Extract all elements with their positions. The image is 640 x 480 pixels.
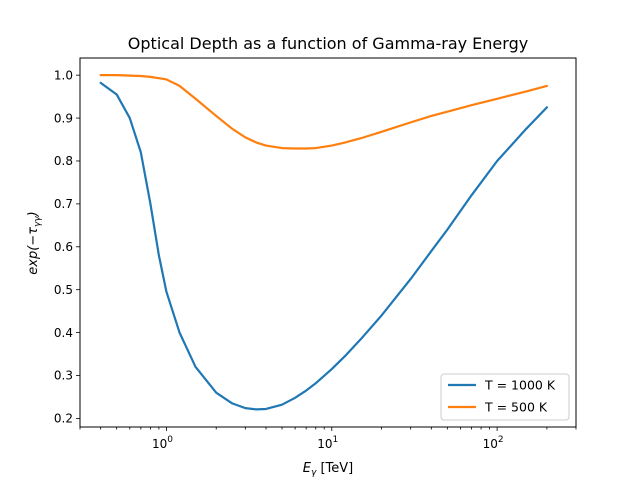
y-tick-label: 0.6 [54, 240, 73, 254]
y-tick-label: 0.3 [54, 369, 73, 383]
x-tick-label: 101 [317, 435, 338, 451]
x-tick-label-base: 10 [483, 437, 498, 451]
x-axis-label-symbol: E [303, 461, 312, 476]
legend: T = 1000 K T = 500 K [440, 373, 570, 421]
y-axis-label: exp(−τγγ) [26, 211, 43, 274]
series-layer [99, 74, 548, 411]
chart-title: Optical Depth as a function of Gamma-ray… [128, 34, 528, 53]
legend-label-series-0: T = 1000 K [484, 378, 556, 393]
x-axis-label: Eγ [TeV] [303, 461, 353, 478]
x-axis-label-unit: [TeV] [316, 461, 353, 476]
y-tick-label: 0.5 [54, 283, 73, 297]
x-tick-label-exponent: 2 [498, 435, 504, 445]
legend-label-series-1: T = 500 K [484, 400, 548, 415]
y-tick-label: 0.7 [54, 197, 73, 211]
x-tick-label: 102 [483, 435, 504, 451]
x-tick-label-exponent: 1 [333, 435, 339, 445]
y-tick-label: 0.8 [54, 154, 73, 168]
x-axis: 100 101 102 [79, 427, 577, 451]
y-tick-label: 0.4 [54, 326, 73, 340]
x-tick-label-base: 10 [317, 437, 332, 451]
series-line-1 [99, 74, 548, 150]
y-axis-label-close: ) [26, 211, 41, 217]
y-tick-label: 1.0 [54, 68, 73, 82]
y-tick-label: 0.2 [54, 412, 73, 426]
x-tick-label-exponent: 0 [167, 435, 173, 445]
y-tick-label: 0.9 [54, 111, 73, 125]
series-line-0 [99, 81, 548, 411]
y-axis-label-text: exp(−τ [26, 227, 41, 275]
x-axis-label-subscript: γ [311, 468, 317, 478]
plot-frame [79, 57, 577, 428]
y-axis: 0.2 0.3 0.4 0.5 0.6 0.7 0.8 0.9 1.0 [54, 68, 80, 426]
x-tick-label: 100 [152, 435, 173, 451]
y-axis-label-subscript: γγ [33, 216, 43, 227]
x-tick-label-base: 10 [152, 437, 167, 451]
